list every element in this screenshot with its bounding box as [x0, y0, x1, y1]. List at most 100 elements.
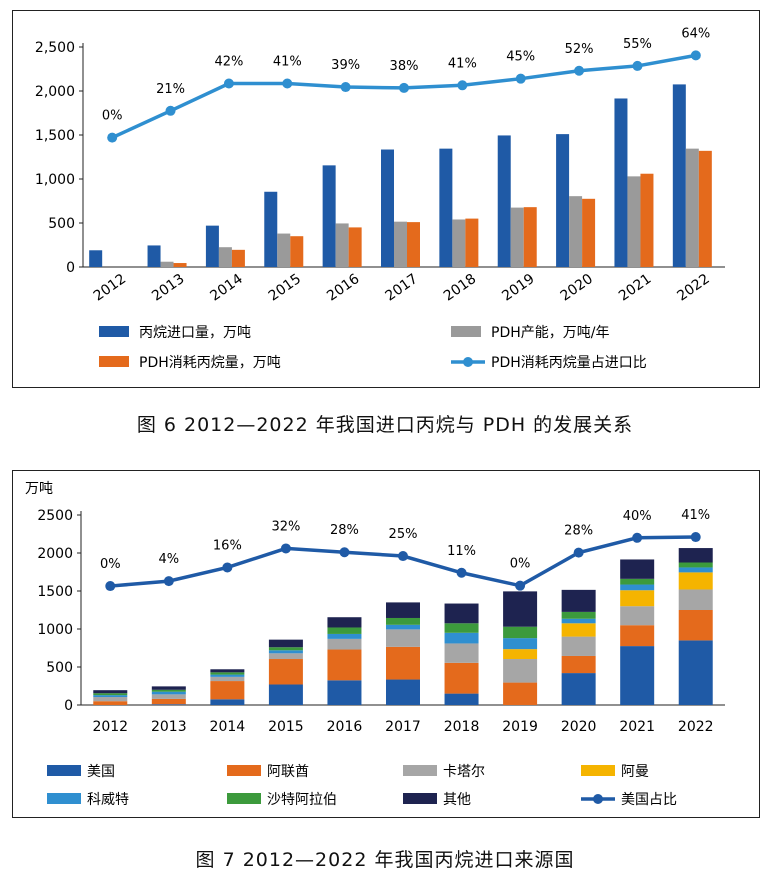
bar-阿曼-2020 [561, 623, 596, 637]
bar-其他-2019 [503, 591, 538, 627]
bar-阿联酋-2014 [210, 681, 245, 700]
bar-其他-2021 [620, 559, 655, 579]
bar-PDH消耗丙烷量，万吨-2021 [640, 173, 654, 267]
x-tick-label: 2013 [151, 719, 187, 735]
legend-label: 沙特阿拉伯 [267, 792, 337, 808]
line-point [690, 532, 701, 543]
bar-沙特阿拉伯-2021 [620, 578, 655, 585]
legend-swatch [227, 765, 261, 776]
bar-其他-2017 [386, 602, 420, 618]
legend-swatch [99, 356, 129, 367]
bar-其他-2012 [93, 690, 128, 694]
line-point [399, 82, 409, 93]
bar-丙烷进口量，万吨-2012 [89, 250, 103, 267]
x-tick-label: 2019 [499, 271, 537, 305]
bar-PDH产能，万吨/年-2020 [569, 196, 583, 267]
bar-PDH产能，万吨/年-2017 [394, 221, 407, 267]
data-label: 41% [273, 55, 302, 70]
x-tick-label: 2012 [91, 271, 129, 305]
bar-科威特-2022 [678, 567, 713, 573]
bar-PDH消耗丙烷量，万吨-2013 [173, 263, 187, 267]
bar-沙特阿拉伯-2022 [678, 562, 713, 568]
bar-阿联酋-2013 [151, 698, 186, 705]
bar-PDH消耗丙烷量，万吨-2014 [231, 249, 245, 267]
bar-卡塔尔-2013 [151, 694, 186, 699]
y-tick-label: 2000 [37, 546, 73, 562]
bar-沙特阿拉伯-2016 [327, 627, 362, 634]
bar-其他-2015 [268, 639, 303, 648]
legend-swatch [451, 326, 481, 337]
bar-PDH产能，万吨/年-2014 [218, 247, 232, 267]
bar-沙特阿拉伯-2014 [210, 672, 245, 675]
bar-卡塔尔-2016 [327, 638, 362, 650]
bar-丙烷进口量，万吨-2017 [381, 149, 394, 267]
data-label: 11% [447, 544, 476, 559]
bar-美国-2015 [268, 684, 303, 705]
legend-label: PDH产能，万吨/年 [491, 325, 609, 341]
bar-科威特-2015 [268, 650, 303, 654]
bar-PDH产能，万吨/年-2018 [452, 219, 466, 267]
bar-丙烷进口量，万吨-2019 [497, 135, 511, 267]
bar-科威特-2021 [620, 584, 655, 591]
line-point [573, 547, 584, 558]
bar-卡塔尔-2018 [444, 643, 479, 663]
bar-丙烷进口量，万吨-2020 [556, 134, 570, 267]
data-label: 42% [214, 55, 243, 70]
y-tick-label: 1500 [37, 584, 73, 600]
x-tick-label: 2018 [441, 271, 479, 305]
line-point [456, 567, 467, 578]
bar-阿联酋-2012 [93, 701, 128, 705]
bar-卡塔尔-2017 [386, 629, 420, 647]
legend-label: PDH消耗丙烷量占进口比 [491, 355, 647, 371]
bar-阿联酋-2015 [268, 659, 303, 685]
x-tick-label: 2014 [210, 719, 246, 735]
x-tick-label: 2014 [207, 271, 245, 305]
data-label: 39% [331, 58, 360, 73]
bar-丙烷进口量，万吨-2018 [439, 148, 453, 267]
data-label: 28% [564, 524, 593, 539]
bar-PDH消耗丙烷量，万吨-2020 [582, 198, 596, 267]
line-point [282, 78, 293, 89]
bar-其他-2014 [210, 669, 245, 673]
x-tick-label: 2016 [327, 719, 363, 735]
legend-swatch [99, 326, 129, 337]
data-label: 25% [389, 527, 418, 542]
line-us-share [110, 535, 696, 588]
figure6-caption: 图 6 2012—2022 年我国进口丙烷与 PDH 的发展关系 [136, 414, 634, 436]
bar-沙特阿拉伯-2020 [561, 611, 596, 619]
data-label: 21% [156, 82, 185, 97]
y-tick-label: 500 [48, 216, 75, 232]
figure7-chart: 万吨 0 500 1000 1500 2000 2500 2012 2013 2014 2015 20… [25, 481, 725, 808]
x-tick-label: 2012 [92, 719, 128, 735]
data-label: 38% [390, 59, 419, 74]
bar-阿联酋-2016 [327, 649, 362, 681]
bar-科威特-2013 [151, 691, 186, 695]
bar-卡塔尔-2021 [620, 606, 655, 626]
bar-阿联酋-2019 [503, 682, 538, 705]
bar-阿曼-2019 [503, 649, 538, 660]
legend-swatch [403, 793, 437, 804]
bar-科威特-2012 [93, 695, 128, 698]
line-point [690, 50, 701, 61]
bar-PDH产能，万吨/年-2015 [277, 233, 291, 267]
data-label: 41% [448, 56, 477, 71]
data-label: 16% [213, 538, 242, 553]
bar-PDH产能，万吨/年-2022 [685, 148, 699, 267]
data-label: 41% [681, 508, 710, 523]
legend-label: 阿曼 [621, 764, 649, 780]
bar-其他-2022 [678, 548, 713, 563]
bar-沙特阿拉伯-2015 [268, 647, 303, 651]
line-point [340, 82, 351, 93]
bar-卡塔尔-2014 [210, 676, 245, 682]
line-point [280, 543, 291, 554]
bar-PDH消耗丙烷量，万吨-2019 [523, 207, 537, 267]
y-tick-label: 1,000 [35, 172, 75, 188]
bar-美国-2020 [561, 673, 596, 705]
y-tick-label: 0 [64, 698, 73, 714]
bar-丙烷进口量，万吨-2014 [205, 225, 219, 267]
bar-PDH消耗丙烷量，万吨-2018 [465, 218, 479, 267]
line-point [515, 73, 526, 84]
legend-label: PDH消耗丙烷量，万吨 [139, 355, 281, 371]
data-label: 0% [100, 557, 121, 572]
y-tick-label: 500 [46, 660, 73, 676]
